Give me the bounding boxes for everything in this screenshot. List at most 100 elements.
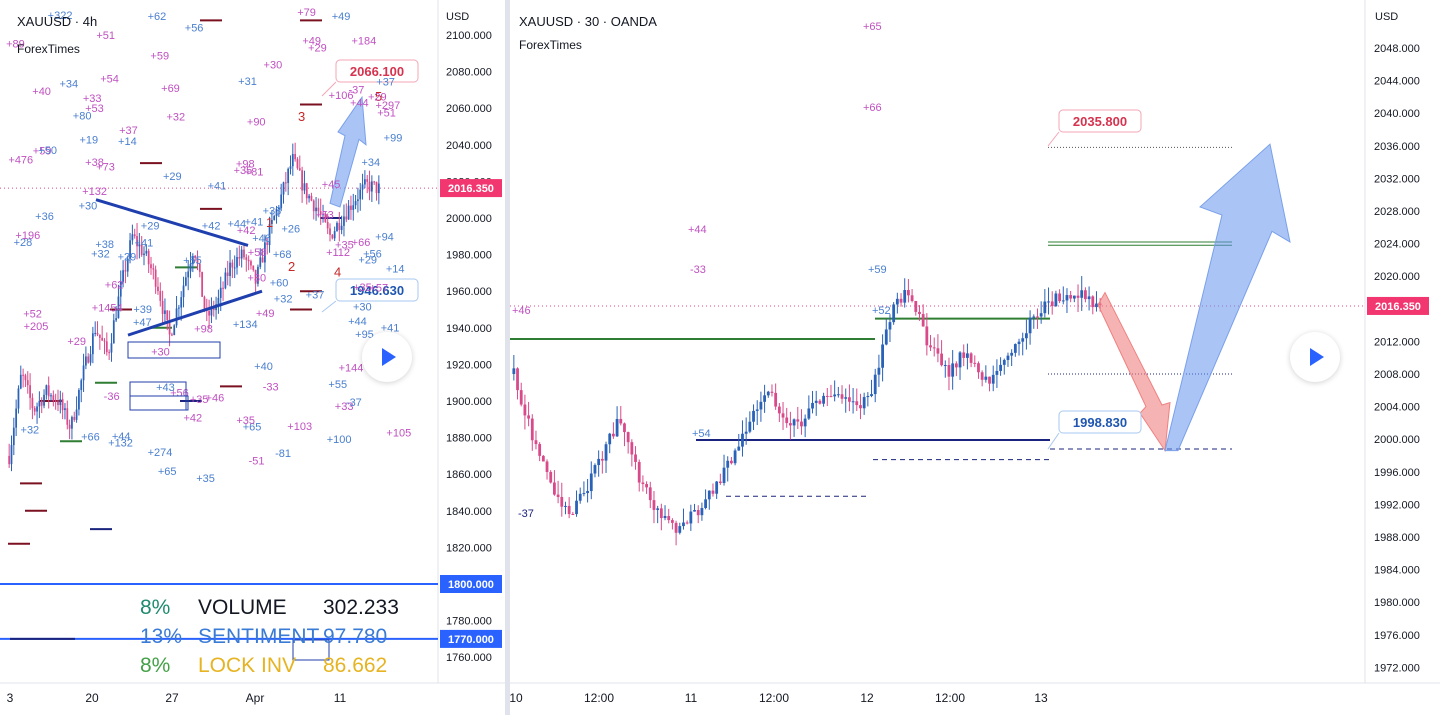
right-candle — [803, 418, 807, 427]
left-candle — [250, 261, 252, 266]
stat-volume-name: VOLUME — [198, 596, 287, 619]
left-volume-number: +33 — [335, 401, 354, 413]
left-candle — [280, 194, 283, 208]
left-candle — [80, 380, 83, 391]
right-candle — [678, 526, 682, 533]
right-candle — [715, 481, 719, 494]
right-candle — [825, 395, 829, 397]
left-time-tick: 27 — [165, 691, 179, 705]
right-candle — [1039, 313, 1043, 317]
right-candle — [1002, 359, 1006, 365]
left-candle — [319, 211, 322, 215]
right-candle — [1021, 338, 1025, 342]
left-candle — [94, 332, 97, 334]
left-price-tick: 1880.000 — [446, 433, 492, 445]
right-candle — [575, 500, 578, 515]
right-candle — [777, 406, 781, 414]
right-chart[interactable]: 2048.000 2044.000 2040.000 2036.000 2032.000… — [510, 0, 1440, 715]
right-candle — [1095, 303, 1098, 308]
right-candle — [623, 423, 626, 433]
right-candle — [737, 446, 741, 451]
left-volume-number: +59 — [33, 145, 52, 157]
left-candle — [208, 310, 210, 316]
left-candle — [217, 297, 220, 305]
right-candle — [988, 376, 991, 384]
left-volume-number: +32 — [21, 424, 40, 436]
right-time-tick: 11 — [685, 691, 698, 705]
left-play-button[interactable] — [362, 332, 412, 382]
left-candle — [159, 291, 162, 301]
left-candle — [243, 249, 245, 258]
left-candle — [64, 408, 66, 411]
right-price-tick: 2020.000 — [1374, 271, 1420, 283]
right-price-tick: 2004.000 — [1374, 402, 1420, 414]
right-candle — [877, 367, 881, 375]
left-candle — [210, 306, 213, 316]
right-support-value: 1998.830 — [1073, 415, 1127, 430]
right-price-tick: 2048.000 — [1374, 43, 1420, 55]
left-candle — [166, 310, 169, 321]
left-volume-number: +66 — [352, 237, 371, 249]
left-candle — [82, 365, 85, 381]
right-candle — [818, 400, 822, 404]
left-candle — [36, 406, 38, 412]
right-candle — [608, 433, 612, 445]
left-volume-number: +39 — [133, 304, 152, 316]
left-candle — [189, 264, 192, 272]
left-candle — [101, 337, 104, 341]
right-candle — [696, 509, 700, 516]
left-chart-panel[interactable]: 2100.0002080.0002060.0002040.0002020.000… — [0, 0, 505, 715]
left-candle — [145, 250, 148, 254]
right-candle — [807, 408, 811, 419]
left-candle — [8, 455, 11, 465]
right-candle — [549, 471, 553, 483]
right-play-button[interactable] — [1290, 332, 1340, 382]
left-volume-number: +42 — [237, 225, 256, 237]
right-candle — [1058, 293, 1061, 302]
left-candle — [75, 409, 78, 420]
right-candle — [693, 509, 696, 512]
left-wave-label: 4 — [334, 265, 341, 280]
right-candle — [884, 329, 888, 345]
left-current-price-tag — [440, 179, 502, 198]
left-number-box — [129, 395, 189, 411]
right-chart-panel[interactable]: 2048.000 2044.000 2040.000 2036.000 2032.000… — [510, 0, 1440, 715]
left-candle — [224, 272, 227, 289]
left-price-tick: 1940.000 — [446, 323, 492, 335]
left-candle — [22, 374, 24, 376]
left-volume-number: +41 — [135, 237, 154, 249]
left-candle — [226, 272, 229, 277]
stat-lock-name: LOCK INV — [198, 654, 297, 677]
left-candle — [191, 255, 194, 265]
right-candle — [648, 487, 652, 501]
right-price-tick: 2008.000 — [1374, 369, 1420, 381]
right-candle — [844, 397, 848, 399]
left-volume-number: +52 — [23, 308, 42, 320]
stat-lock-inv: 8% LOCK INV 86.662 — [140, 651, 399, 680]
left-volume-number: +36 — [35, 211, 54, 223]
left-volume-number: +49 — [256, 308, 275, 320]
left-volume-number: +38 — [85, 157, 104, 169]
left-price-tick: 2100.000 — [446, 30, 492, 42]
left-chart[interactable]: 2100.0002080.0002060.0002040.0002020.000… — [0, 0, 505, 715]
left-volume-number: +26 — [281, 223, 300, 235]
left-candle — [259, 257, 262, 267]
left-candle — [119, 281, 122, 297]
left-candle — [364, 179, 366, 185]
right-candle — [530, 418, 534, 441]
right-candle — [615, 418, 619, 437]
right-candle — [612, 433, 615, 437]
left-chart-subtitle: ForexTimes — [17, 42, 80, 56]
left-candle — [373, 181, 376, 183]
left-volume-number: +112 — [326, 247, 350, 259]
right-candle — [962, 352, 966, 358]
right-candle — [966, 353, 969, 358]
right-candle — [582, 493, 586, 495]
right-candle — [995, 370, 999, 375]
left-candle — [301, 170, 303, 191]
panel-divider[interactable] — [505, 0, 510, 715]
left-candle — [294, 153, 297, 160]
left-candle — [122, 270, 124, 282]
left-volume-number: +80 — [73, 110, 92, 122]
left-candle — [110, 343, 113, 353]
